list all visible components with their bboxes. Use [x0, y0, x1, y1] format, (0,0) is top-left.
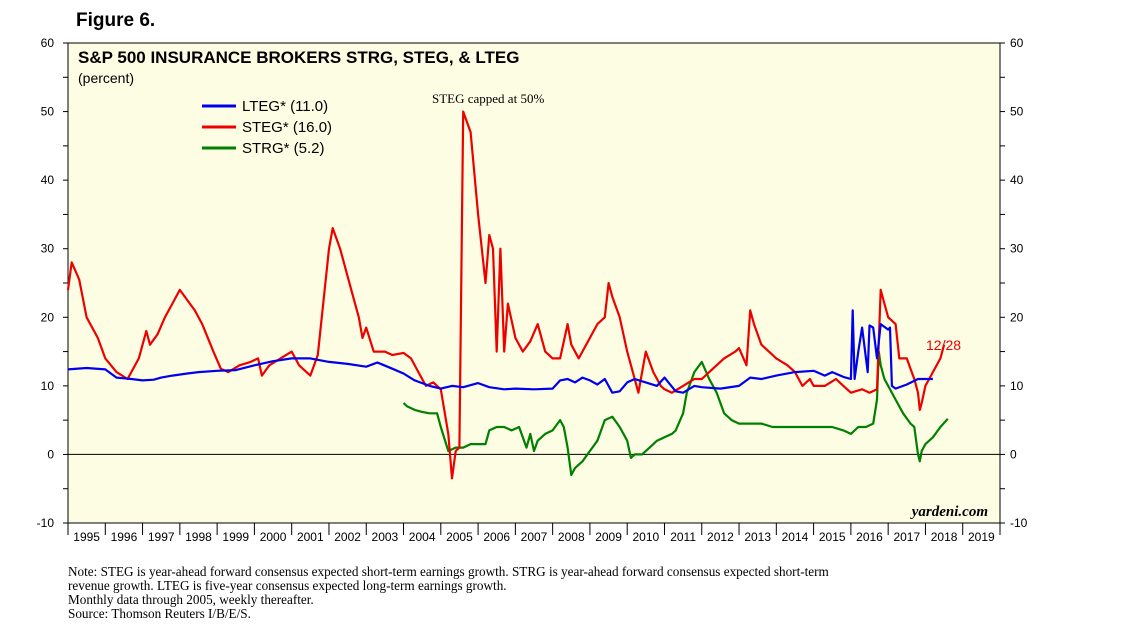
x-tick-label: 2010 [632, 530, 659, 544]
x-tick-label: 2007 [521, 530, 548, 544]
y-tick-label-left: 10 [41, 379, 55, 393]
note-line-2: revenue growth. LTEG is five-year consen… [68, 578, 507, 593]
x-tick-label: 1998 [185, 530, 212, 544]
y-tick-label-left: 0 [47, 447, 54, 461]
x-tick-label: 2016 [856, 530, 883, 544]
legend-label: STEG* (16.0) [242, 119, 332, 136]
x-tick-label: 2011 [670, 530, 696, 544]
y-tick-label-right: -10 [1010, 516, 1028, 530]
x-tick-label: 2009 [595, 530, 622, 544]
source-watermark: yardeni.com [910, 504, 988, 520]
y-tick-label-left: 30 [41, 242, 55, 256]
series-layer [66, 110, 949, 480]
x-tick-label: 1996 [111, 530, 138, 544]
x-tick-label: 1995 [73, 530, 100, 544]
legend-label: LTEG* (11.0) [242, 98, 328, 115]
x-tick-label: 2002 [334, 530, 361, 544]
note-line-4: Source: Thomson Reuters I/B/E/S. [68, 606, 251, 621]
y-tick-label-left: 60 [41, 36, 55, 50]
x-tick-label: 2004 [409, 530, 436, 544]
legend-label: STRG* (5.2) [242, 140, 325, 157]
series-line-strg [402, 350, 949, 477]
series-line-steg [66, 110, 946, 480]
note-line-1: Note: STEG is year-ahead forward consens… [68, 564, 829, 579]
y-tick-label-left: -10 [37, 516, 55, 530]
series-line-lteg [67, 309, 933, 394]
y-tick-label-right: 50 [1010, 105, 1024, 119]
chart-subtitle: (percent) [78, 70, 134, 86]
x-tick-label: 2003 [372, 530, 399, 544]
y-tick-label-left: 20 [41, 310, 55, 324]
x-tick-label: 2015 [819, 530, 846, 544]
note-line-3: Monthly data through 2005, weekly therea… [68, 592, 314, 607]
chart-title: S&P 500 INSURANCE BROKERS STRG, STEG, & … [78, 48, 519, 67]
x-tick-label: 2013 [744, 530, 771, 544]
x-tick-label: 2019 [968, 530, 995, 544]
notes: Note: STEG is year-ahead forward consens… [68, 565, 1048, 621]
y-tick-label-right: 30 [1010, 242, 1024, 256]
last-date-annotation: 12/28 [926, 337, 961, 353]
x-tick-label: 2018 [931, 530, 958, 544]
y-axis-left: -10 0 10 20 30 40 50 60 [37, 36, 68, 530]
x-tick-label: 2006 [483, 530, 510, 544]
y-tick-label-left: 40 [41, 173, 55, 187]
x-tick-label: 2008 [558, 530, 585, 544]
y-tick-label-right: 60 [1010, 36, 1024, 50]
x-tick-label: 2017 [893, 530, 920, 544]
y-tick-label-right: 20 [1010, 310, 1024, 324]
x-tick-label: 2001 [297, 530, 324, 544]
steg-cap-annotation: STEG capped at 50% [432, 91, 544, 106]
legend: LTEG* (11.0) STEG* (16.0) STRG* (5.2) [202, 98, 332, 157]
x-tick-label: 2012 [707, 530, 734, 544]
x-tick-label: 2000 [260, 530, 287, 544]
x-tick-label: 1999 [222, 530, 249, 544]
x-tick-label: 2005 [446, 530, 473, 544]
y-tick-label-right: 0 [1010, 447, 1017, 461]
x-tick-label: 1997 [148, 530, 175, 544]
figure-label: Figure 6. [76, 10, 156, 31]
x-tick-label: 2014 [782, 530, 809, 544]
y-axis-right: -10 0 10 20 30 40 50 60 [1000, 36, 1028, 530]
y-tick-label-left: 50 [41, 105, 55, 119]
y-tick-label-right: 10 [1010, 379, 1024, 393]
y-tick-label-right: 40 [1010, 173, 1024, 187]
x-axis: 1995 1996 1997 1998 1999 2000 2001 2002 2003 2004… [67, 523, 1001, 544]
